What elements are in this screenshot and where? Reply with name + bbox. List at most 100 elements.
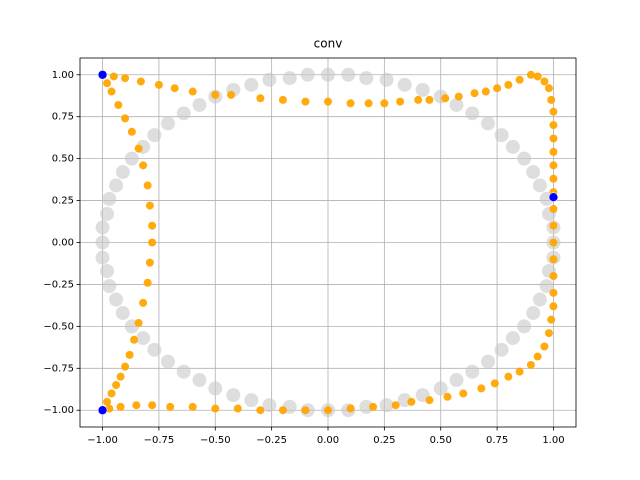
point [278,95,287,104]
point [449,373,464,388]
point [481,87,490,96]
point [97,405,108,416]
point [107,389,116,398]
point [465,106,480,121]
y-tick-label: −0.75 [43,363,74,374]
point [549,107,558,116]
point [121,74,130,83]
point [369,402,378,411]
point [380,99,389,108]
point [481,354,496,369]
point [233,404,242,413]
point [517,151,532,166]
point [147,342,162,357]
point [148,238,157,247]
point [136,331,151,346]
point [301,97,310,106]
point [107,87,116,96]
point [549,134,558,143]
point [549,255,558,264]
x-tick-label: 0.50 [430,435,452,446]
point [505,331,520,346]
point [532,178,547,193]
point [115,165,130,180]
point [324,97,332,106]
point [95,250,110,265]
point [148,401,157,410]
point [109,292,124,307]
point [130,335,139,344]
point [515,367,524,376]
y-tick-label: −0.25 [43,279,74,290]
point [143,181,152,190]
point [324,406,332,415]
y-tick-label: 0.25 [52,196,74,207]
point [414,95,423,104]
point [300,67,315,82]
point [103,79,112,88]
point [544,84,553,93]
point [301,406,310,415]
point [459,389,468,398]
point [540,342,549,351]
point [192,97,207,112]
point [533,72,542,81]
point [143,278,152,287]
point [121,362,130,371]
x-tick-label: 1.00 [542,435,564,446]
point [359,71,374,86]
point [391,401,400,410]
point [549,302,558,311]
point [136,77,145,86]
x-tick-label: −0.50 [200,435,231,446]
point [102,191,117,206]
point [109,72,118,81]
point [449,97,464,112]
y-tick-label: 0.50 [52,154,74,165]
point [547,315,556,324]
point [102,279,117,294]
point [100,206,115,221]
point [549,272,558,281]
y-tick-label: 0.00 [52,238,74,249]
point [134,144,143,153]
point [147,128,162,143]
point [145,258,154,267]
point [160,354,175,369]
point [341,67,356,82]
x-tick-label: −1.00 [87,435,118,446]
chart-title: conv [314,37,343,51]
point [549,147,558,156]
point [549,238,558,247]
point [433,381,448,396]
point [115,305,130,320]
point [139,161,148,170]
point [227,90,236,99]
point [548,192,559,203]
point [278,406,287,415]
point [116,372,125,381]
point [549,221,558,230]
point [481,116,496,131]
point [192,373,207,388]
point [396,97,405,106]
point [443,392,452,401]
point [505,139,520,154]
point [379,72,394,87]
point [170,84,179,93]
point [494,342,509,357]
point [124,151,139,166]
point [494,128,509,143]
point [109,178,124,193]
x-tick-label: 0.25 [373,435,395,446]
point [425,95,434,104]
point [549,121,558,130]
point [244,393,259,408]
point [114,100,123,109]
point [95,220,110,235]
point [134,319,143,328]
point [154,80,163,89]
x-tick-label: 0.75 [486,435,508,446]
point [188,87,197,96]
